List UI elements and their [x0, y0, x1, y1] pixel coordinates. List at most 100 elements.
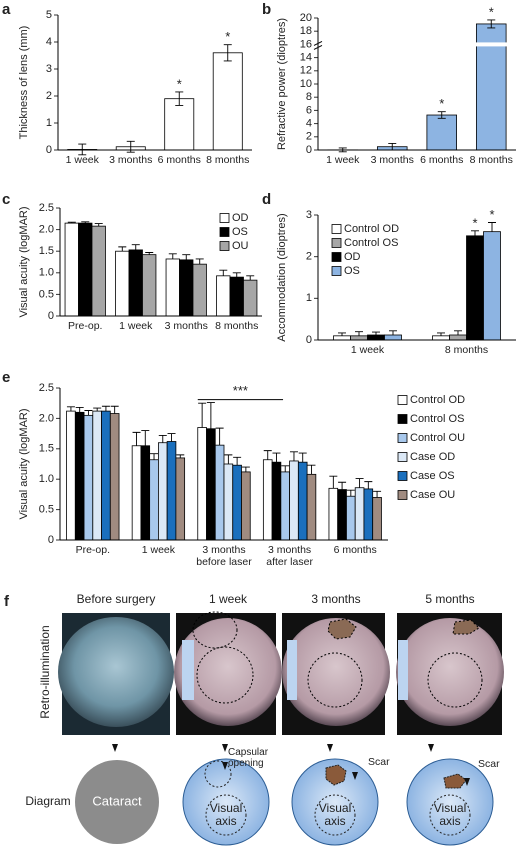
error-bar [158, 434, 167, 443]
panel-label: f [4, 593, 10, 610]
column-title: 5 months [425, 592, 474, 606]
label-box: Pre-op. [76, 544, 110, 556]
legend-swatch [219, 227, 230, 237]
bar [92, 410, 102, 541]
panel-label: c [2, 191, 10, 208]
label-box: 8 months [445, 344, 488, 356]
bar [354, 487, 365, 541]
annotation: *** [233, 383, 248, 398]
y-axis-title: Thickness of lens (mm) [18, 26, 30, 140]
legend-swatch [397, 471, 408, 481]
bar [426, 114, 457, 151]
error-bar [195, 258, 204, 265]
column-title: 1 week [209, 592, 248, 606]
panel-label: b [262, 1, 271, 18]
bar [64, 222, 79, 317]
bar [165, 258, 180, 317]
legend-swatch [397, 452, 408, 462]
panel-label: e [2, 369, 10, 386]
label-box: 3 months [109, 154, 153, 166]
error-bar [84, 410, 93, 416]
bar [66, 410, 76, 541]
bar [214, 444, 225, 541]
y-tick-label: 2.5 [39, 382, 54, 394]
bar [142, 254, 157, 317]
bar [350, 335, 368, 341]
legend-swatch [397, 490, 408, 500]
error-bar [372, 331, 380, 335]
photo-glint [398, 640, 408, 700]
label-box: Capsular opening [228, 747, 268, 769]
label-box: 1 week [326, 154, 360, 166]
error-bar [338, 332, 346, 336]
diagram-eye [406, 758, 494, 846]
legend-label: OD [344, 251, 361, 263]
error-bar [101, 405, 110, 412]
diagram-label: Cataract [92, 793, 142, 808]
bar [262, 459, 273, 541]
annotation: * [439, 96, 444, 111]
y-tick-label: 0.5 [39, 288, 54, 300]
legend-label: OS [232, 226, 248, 238]
bar [78, 222, 93, 317]
label-box: Pre-op. [68, 320, 103, 332]
bar [333, 335, 351, 341]
photo-glint [287, 640, 297, 700]
x-tick-label: 8 months [469, 154, 513, 166]
x-tick-label: 3 months [370, 154, 414, 166]
bar [346, 495, 356, 541]
legend-swatch [397, 395, 408, 405]
bar [216, 275, 231, 317]
bar [432, 335, 450, 341]
bar [384, 334, 402, 341]
row-label: Retro-illumination [38, 625, 52, 718]
bar [367, 334, 385, 341]
x-tick-label: 1 week [141, 544, 176, 556]
diagram-axis [205, 794, 247, 836]
x-tick-label: 3 months [109, 154, 153, 166]
legend-label: OS [344, 265, 360, 277]
bar [229, 276, 244, 317]
error-bar [364, 481, 373, 489]
label-box: Visual axis [209, 802, 243, 828]
bar [131, 445, 142, 541]
diagram-cataract [75, 760, 159, 844]
error-bar [223, 44, 232, 62]
x-tick-label: 1 week [119, 320, 153, 332]
error-bar [167, 433, 176, 442]
bar [363, 488, 374, 541]
y-tick-label: 0 [306, 334, 312, 346]
legend-swatch [331, 266, 342, 276]
error-bar [145, 252, 154, 255]
error-bar [93, 407, 102, 412]
bar [271, 461, 282, 541]
y-tick-label: 18 [300, 25, 312, 37]
y-tick-label: 3 [306, 209, 312, 221]
error-bar [198, 402, 207, 428]
x-tick-label: Pre-op. [68, 320, 103, 332]
photo-outline [192, 611, 238, 649]
bar [337, 489, 347, 541]
x-tick-label: 1 week [326, 154, 360, 166]
diagram-label: Visual axis [209, 802, 243, 828]
label-box: 1 week [141, 544, 176, 556]
error-bar [437, 111, 446, 119]
error-bar [224, 454, 233, 464]
error-bar [67, 221, 76, 224]
bar [164, 98, 195, 151]
legend-label: Case OU [410, 489, 455, 501]
photo-scar [452, 619, 480, 635]
x-tick-label: 3 months after laser [266, 544, 313, 568]
bar [289, 460, 299, 541]
label-box: 3 months [165, 320, 208, 332]
column-title: Before surgery [77, 592, 156, 606]
label-box: Visual axis [319, 802, 351, 828]
x-tick-label: 6 months [420, 154, 464, 166]
error-bar [118, 246, 127, 252]
error-bar [81, 221, 90, 224]
x-tick-label: 1 week [65, 154, 99, 166]
bar [179, 259, 194, 317]
legend-swatch [331, 252, 342, 262]
x-tick-label: 1 week [350, 344, 385, 356]
